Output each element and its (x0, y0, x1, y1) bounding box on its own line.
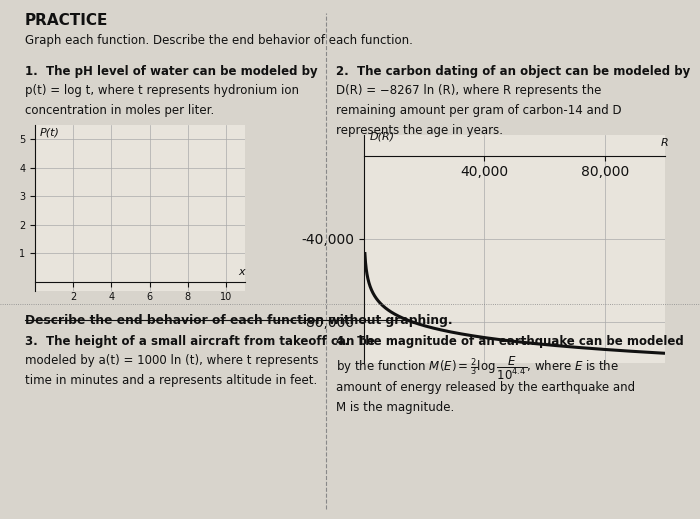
Text: Describe the end behavior of each function without graphing.: Describe the end behavior of each functi… (25, 314, 452, 327)
Text: P(t): P(t) (40, 128, 60, 138)
Text: by the function $M(E) = \frac{2}{3}\log\dfrac{E}{10^{4.4}}$, where $E$ is the: by the function $M(E) = \frac{2}{3}\log\… (336, 354, 619, 382)
Text: Graph each function. Describe the end behavior of each function.: Graph each function. Describe the end be… (25, 34, 412, 47)
Text: x: x (239, 267, 245, 277)
Text: 1.  The pH level of water can be modeled by: 1. The pH level of water can be modeled … (25, 65, 317, 78)
Text: D(R): D(R) (370, 132, 395, 142)
Text: p(t) = log t, where t represents hydronium ion: p(t) = log t, where t represents hydroni… (25, 84, 298, 97)
Text: D(R) = −8267 ln (R), where R represents the: D(R) = −8267 ln (R), where R represents … (336, 84, 601, 97)
Text: 4.  The magnitude of an earthquake can be modeled: 4. The magnitude of an earthquake can be… (336, 335, 684, 348)
Text: concentration in moles per liter.: concentration in moles per liter. (25, 104, 214, 117)
Text: R: R (660, 139, 668, 148)
Text: M is the magnitude.: M is the magnitude. (336, 401, 454, 414)
Text: remaining amount per gram of carbon-14 and D: remaining amount per gram of carbon-14 a… (336, 104, 622, 117)
Text: time in minutes and a represents altitude in feet.: time in minutes and a represents altitud… (25, 374, 316, 387)
Text: 3.  The height of a small aircraft from takeoff can be: 3. The height of a small aircraft from t… (25, 335, 374, 348)
Text: 2.  The carbon dating of an object can be modeled by: 2. The carbon dating of an object can be… (336, 65, 690, 78)
Text: amount of energy released by the earthquake and: amount of energy released by the earthqu… (336, 381, 635, 394)
Text: modeled by a(t) = 1000 ln (t), where t represents: modeled by a(t) = 1000 ln (t), where t r… (25, 354, 318, 367)
Text: represents the age in years.: represents the age in years. (336, 124, 503, 136)
Text: PRACTICE: PRACTICE (25, 13, 108, 28)
